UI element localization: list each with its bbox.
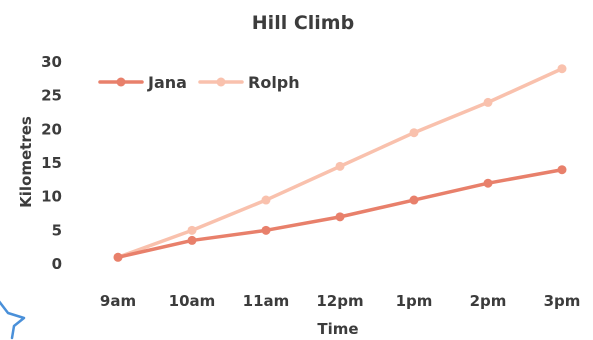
data-point-jana [113,252,123,262]
x-tick-label: 11am [243,292,290,310]
legend-label: Jana [147,73,187,92]
x-tick-label: 10am [169,292,216,310]
data-point-jana [409,195,419,205]
legend-item-rolph: Rolph [198,73,300,92]
y-tick-label: 20 [41,120,62,138]
x-axis-ticks: 9am 10am 11am 12pm 1pm 2pm 3pm [100,292,581,310]
data-point-rolph [409,128,419,138]
chart-title: Hill Climb [252,12,354,34]
y-tick-label: 0 [52,255,62,273]
legend-marker [216,77,226,87]
data-point-jana [187,235,197,245]
y-axis-ticks: 0 5 10 15 20 25 30 [41,53,62,273]
legend-item-jana: Jana [98,73,187,92]
series-jana [113,165,567,262]
x-axis-label: Time [317,320,358,338]
y-tick-label: 30 [41,53,62,71]
data-point-rolph [261,195,271,205]
data-point-jana [557,165,567,175]
data-point-jana [261,225,271,235]
y-tick-label: 10 [41,188,62,206]
y-tick-label: 25 [41,87,62,105]
x-tick-label: 9am [100,292,136,310]
legend-label: Rolph [248,73,300,92]
x-tick-label: 2pm [470,292,507,310]
series-rolph [113,64,567,262]
series-layer [113,64,567,262]
data-point-rolph [335,161,345,171]
y-axis-label: Kilometres [17,116,35,208]
x-tick-label: 3pm [544,292,581,310]
data-point-jana [483,178,493,188]
y-tick-label: 15 [41,154,62,172]
data-point-rolph [187,225,197,235]
legend: Jana Rolph [98,73,300,92]
legend-marker [116,77,126,87]
x-tick-label: 12pm [316,292,363,310]
star-icon [0,300,26,340]
data-point-rolph [557,64,567,74]
x-tick-label: 1pm [396,292,433,310]
data-point-rolph [483,97,493,107]
y-tick-label: 5 [52,221,62,239]
data-point-jana [335,212,345,222]
